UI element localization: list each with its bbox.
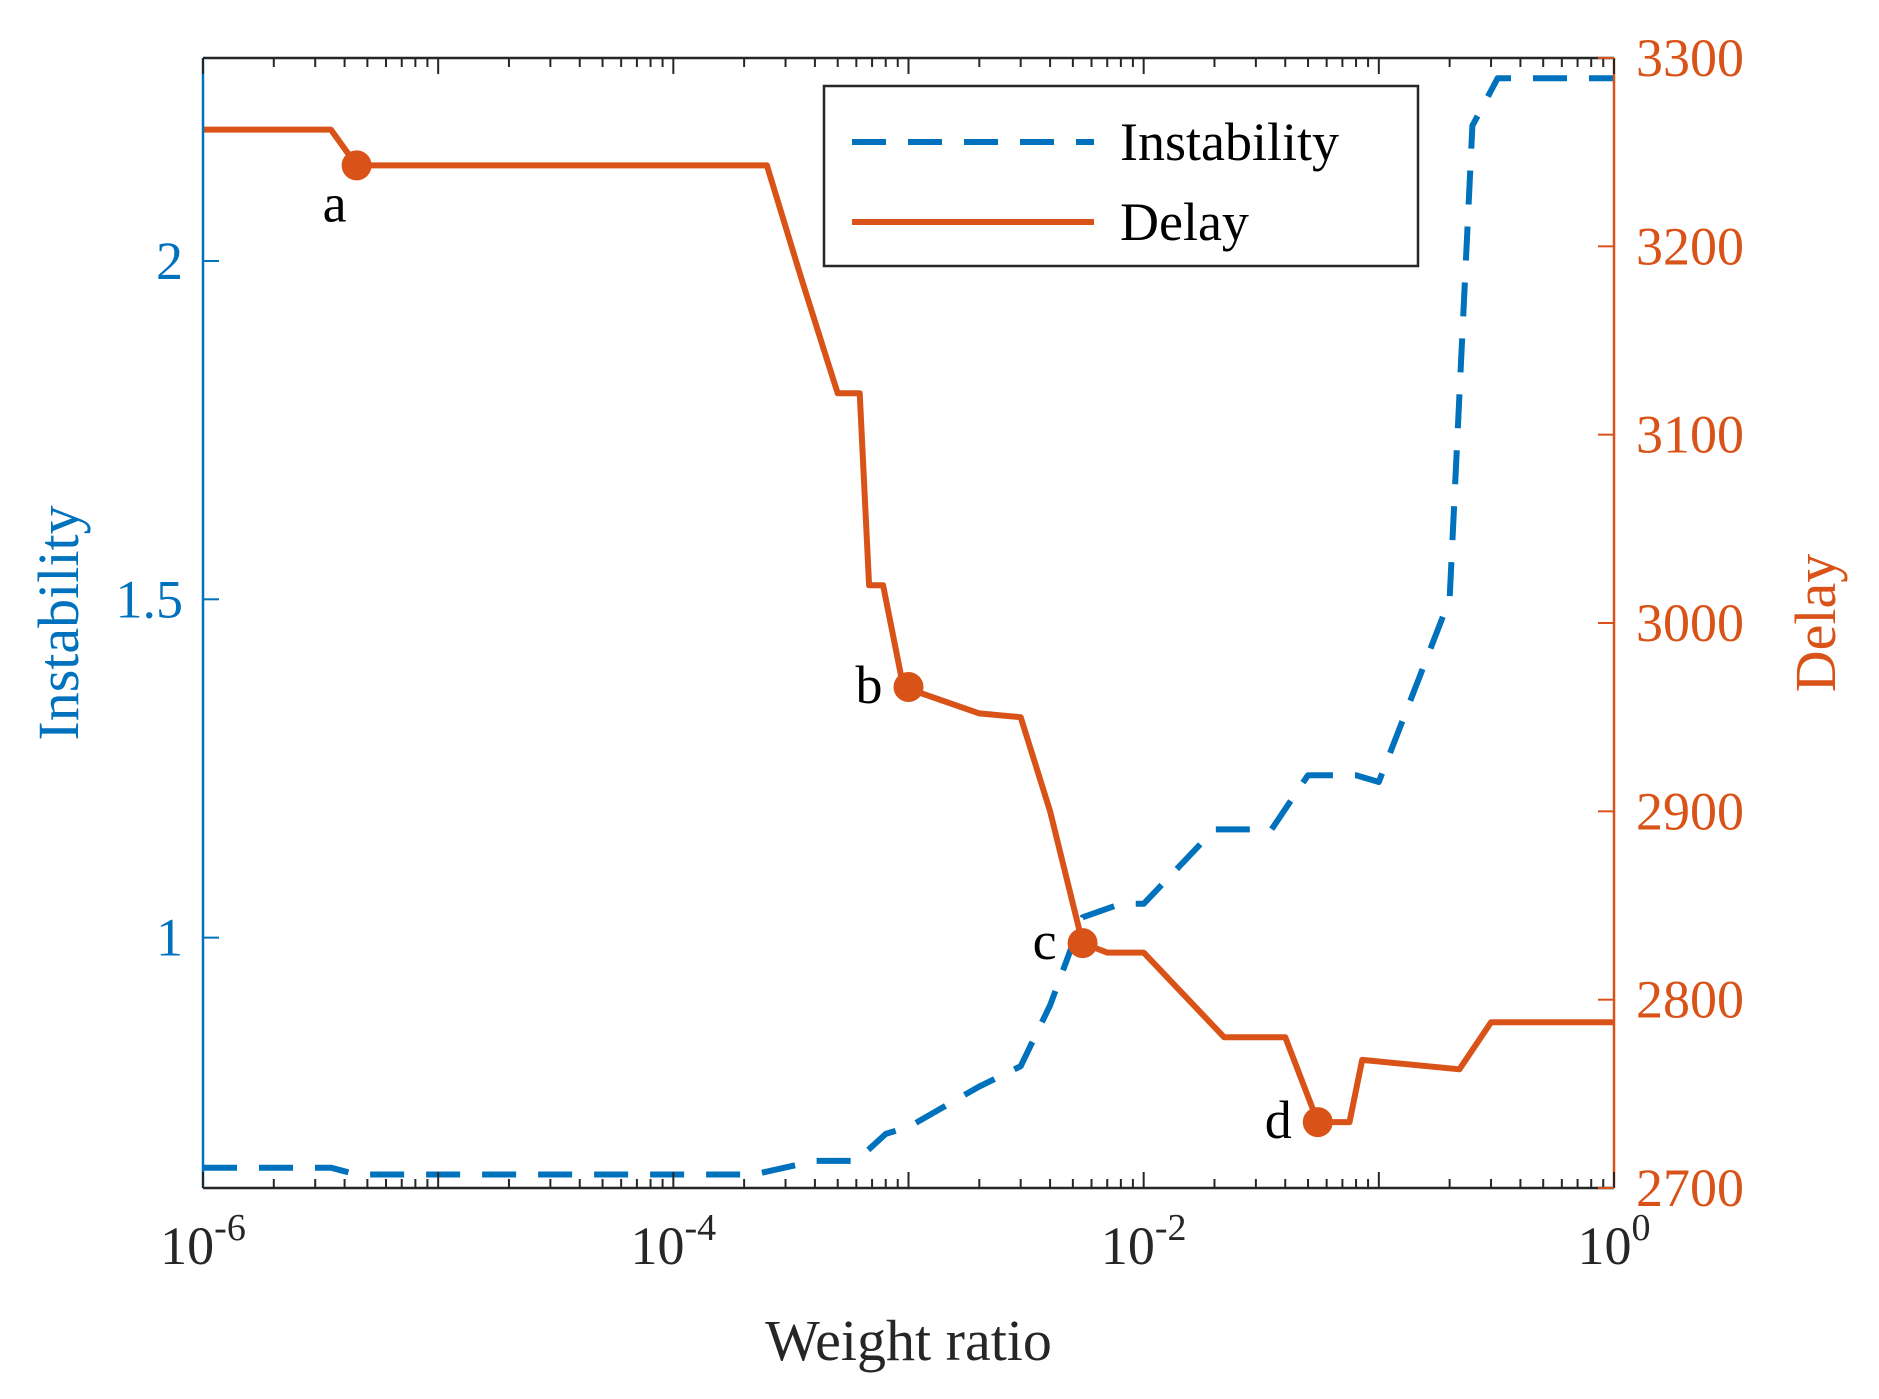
left-y-tick-label: 2 (156, 231, 183, 291)
marker-point-a (341, 150, 372, 181)
point-label-c: c (1033, 911, 1057, 971)
x-tick-label: 10-2 (1101, 1207, 1187, 1276)
legend: Instability Delay (822, 84, 1420, 268)
x-tick-base: 10 (1101, 1216, 1155, 1276)
x-tick-exponent: -6 (214, 1207, 246, 1249)
point-label-a: a (323, 173, 347, 233)
legend-label-instability: Instability (1120, 112, 1339, 172)
series-line-delay (203, 126, 1614, 1126)
x-tick-base: 10 (631, 1216, 685, 1276)
left-y-tick-label: 1.5 (116, 569, 184, 629)
right-y-tick-label: 3300 (1636, 28, 1744, 88)
x-tick-label: 10-4 (631, 1207, 717, 1276)
right-y-tick-label: 3000 (1636, 593, 1744, 653)
right-y-tick-label: 2900 (1636, 781, 1744, 841)
legend-box (822, 84, 1420, 268)
right-y-tick-label: 3100 (1636, 405, 1744, 465)
point-label-b: b (856, 655, 883, 715)
x-tick-base: 10 (1578, 1216, 1632, 1276)
left-y-axis-label: Instability (26, 505, 91, 740)
point-label-d: d (1265, 1090, 1292, 1150)
x-tick-label: 10-6 (160, 1207, 246, 1276)
x-tick-exponent: -4 (685, 1207, 717, 1249)
marker-point-b (893, 672, 924, 703)
right-y-tick-label: 2800 (1636, 970, 1744, 1030)
right-y-axis-label: Delay (1783, 554, 1848, 693)
series-line-instability (203, 75, 1614, 1178)
x-tick-exponent: -2 (1155, 1207, 1187, 1249)
left-y-tick-label: 1 (156, 908, 183, 968)
x-tick-label: 100 (1578, 1207, 1651, 1276)
right-y-tick-label: 2700 (1636, 1158, 1744, 1218)
marker-point-c (1067, 928, 1098, 959)
marker-point-d (1302, 1107, 1333, 1138)
x-axis-label: Weight ratio (765, 1308, 1052, 1373)
right-y-tick-label: 3200 (1636, 216, 1744, 276)
x-tick-base: 10 (160, 1216, 214, 1276)
legend-label-delay: Delay (1120, 192, 1249, 252)
x-tick-exponent: 0 (1632, 1207, 1651, 1249)
